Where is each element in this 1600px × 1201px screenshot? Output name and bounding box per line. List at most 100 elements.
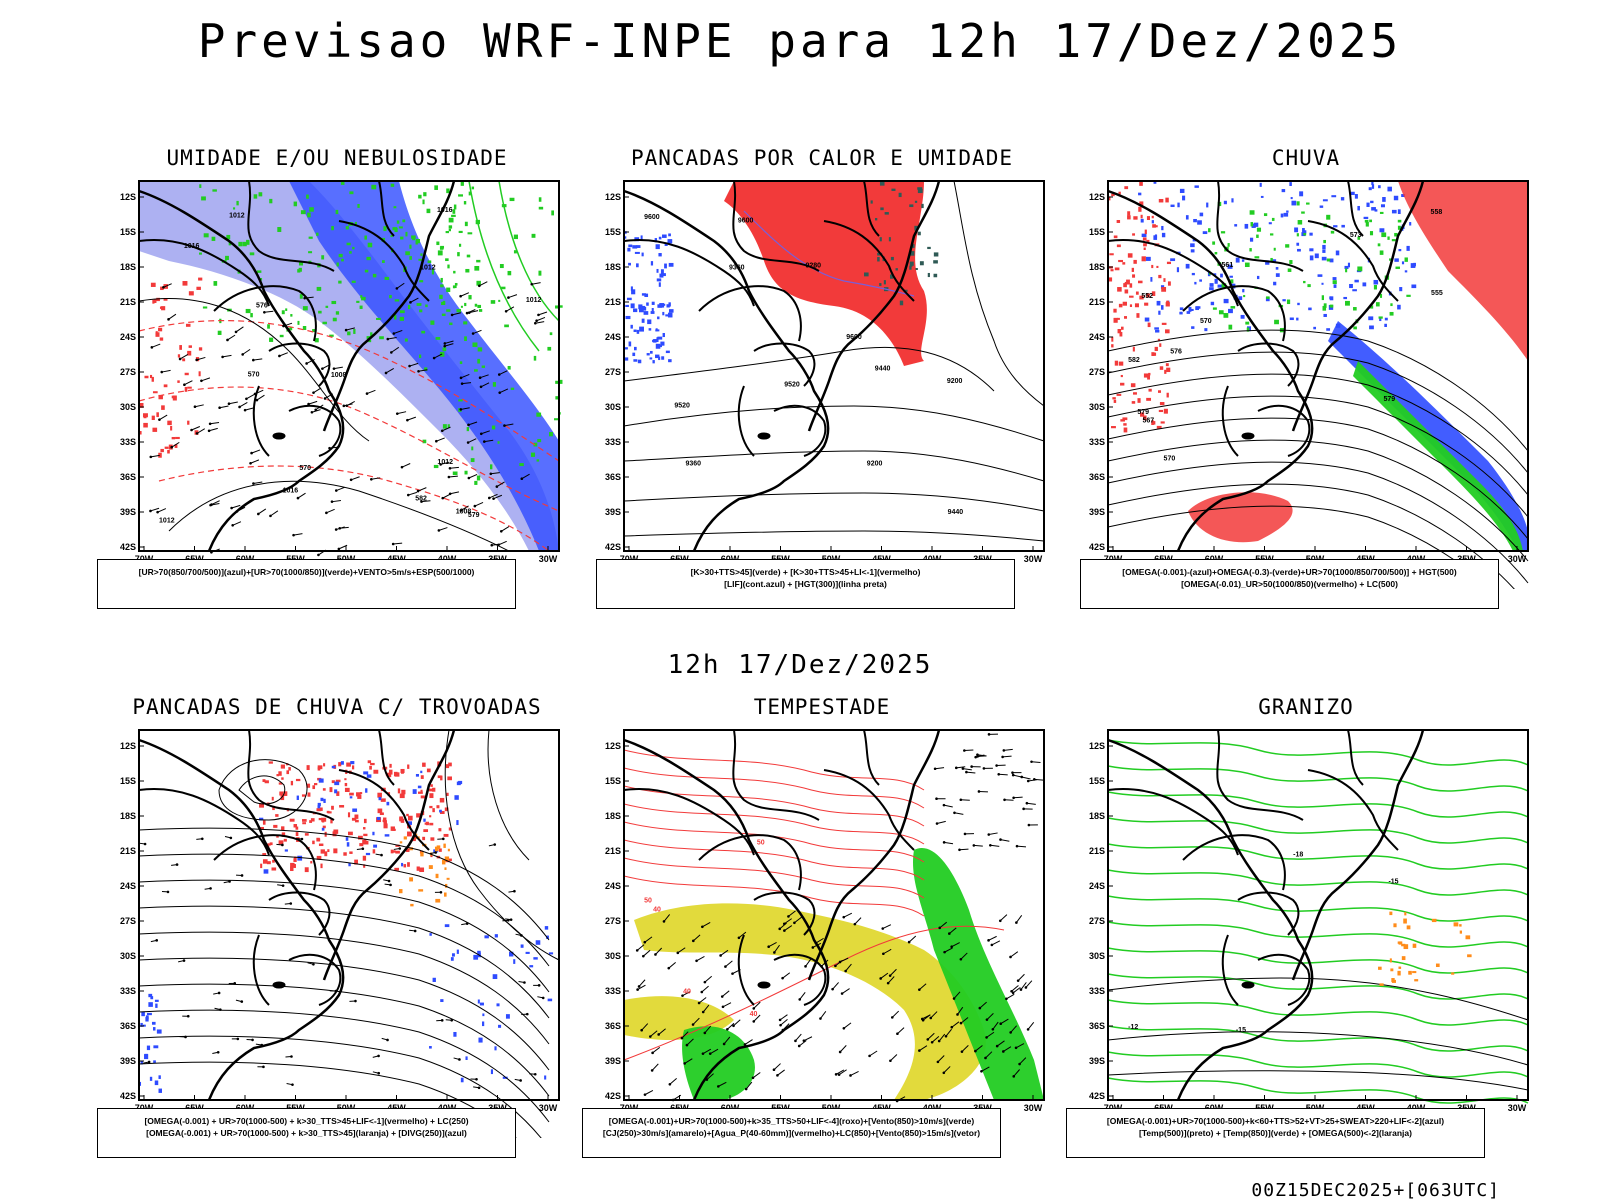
wind-vector-head xyxy=(218,406,221,409)
omega-blue xyxy=(1321,283,1323,285)
legend-line: [LIF](cont.azul) + [HGT(300)](linha pret… xyxy=(597,578,1014,590)
omega-green xyxy=(1327,259,1330,262)
storm-red xyxy=(446,793,448,796)
wind-vector-head xyxy=(208,429,211,432)
wind-vector xyxy=(937,821,946,823)
omega-red xyxy=(1159,199,1164,202)
storm-red xyxy=(370,763,375,765)
omega-blue xyxy=(1351,192,1355,195)
omega-red xyxy=(1166,302,1170,306)
storm-red xyxy=(333,848,337,853)
temp500-contour xyxy=(1108,1071,1528,1090)
storm-red xyxy=(263,820,266,824)
coastline xyxy=(1108,740,1312,1100)
stream-arrow-head xyxy=(312,963,315,966)
humid-low-green xyxy=(352,281,356,283)
wind-vector-head xyxy=(278,355,281,358)
omega-blue xyxy=(1299,191,1303,196)
contour-label: 570 xyxy=(248,372,260,379)
storm-red xyxy=(279,791,283,795)
lat-label: 15S xyxy=(1089,227,1105,237)
country-border xyxy=(254,386,269,456)
omega-red xyxy=(1123,423,1126,425)
omega-red xyxy=(1158,390,1161,393)
wind-vector-head xyxy=(221,356,224,359)
wind-vector-head xyxy=(490,473,493,476)
storm-red xyxy=(363,827,365,829)
humid-low-green xyxy=(365,270,368,273)
wind-vector-head xyxy=(961,1050,964,1053)
legend-line: [OMEGA(-0.01)_UR>50(1000/850)(vermelho) … xyxy=(1081,578,1498,590)
storm-red xyxy=(302,794,306,796)
wind-vector xyxy=(439,528,448,531)
wind-vector-head xyxy=(183,383,186,386)
humid-low-green xyxy=(440,246,444,249)
omega-blue xyxy=(1355,194,1358,199)
humid-low-green xyxy=(416,239,420,243)
humid-low-green xyxy=(214,281,218,286)
temp850-contour xyxy=(1108,870,1528,895)
omega500-orange xyxy=(1404,944,1409,949)
lif-blue xyxy=(656,244,660,249)
humid-low-green xyxy=(420,253,422,255)
storm-red xyxy=(406,814,409,816)
wind-vector-head xyxy=(537,314,540,317)
storm-blue xyxy=(322,828,325,831)
wind-vector xyxy=(1032,762,1041,763)
omega-red xyxy=(1158,275,1161,278)
divergence-blue xyxy=(429,1046,432,1049)
omega-blue xyxy=(1138,193,1141,196)
omega-blue xyxy=(1309,233,1312,236)
lif-blue xyxy=(647,319,651,324)
wind-vector-head xyxy=(252,482,255,485)
thickness-red xyxy=(167,450,170,454)
divergence-blue xyxy=(493,974,498,979)
panel-title: CHUVA xyxy=(1066,146,1546,170)
humid-low-green xyxy=(357,204,359,208)
humid-low-green xyxy=(307,213,311,218)
omega-red xyxy=(1145,230,1147,234)
wind-vector xyxy=(959,849,968,850)
wind-vector-head xyxy=(441,429,444,432)
map-granizo: -12-15-15-1812S15S18S21S24S27S30S33S36S3… xyxy=(1066,723,1546,1138)
wind-vector-head xyxy=(488,497,491,500)
omega-green xyxy=(1289,260,1292,264)
humid-low-green xyxy=(443,347,447,351)
humid-low-green xyxy=(438,250,443,255)
omega-green xyxy=(1274,320,1279,324)
wind-vector-head xyxy=(1015,1046,1018,1049)
wind-vector-head xyxy=(963,749,966,752)
lif-blue xyxy=(655,355,659,358)
wind-vector xyxy=(1013,987,1020,992)
wind-vector-head xyxy=(498,391,501,394)
omega-blue xyxy=(1364,217,1369,219)
humid-low-green xyxy=(409,245,411,249)
omega-green xyxy=(1392,239,1396,241)
wind-vector xyxy=(257,395,265,400)
humid-low-green xyxy=(361,297,366,300)
stream-arrow-head xyxy=(241,874,244,877)
humid-low-green xyxy=(538,271,541,276)
omega-blue xyxy=(1333,277,1337,280)
omega-blue xyxy=(1394,258,1398,261)
temp850-contour xyxy=(1108,766,1528,791)
storm-red xyxy=(262,779,265,782)
wind-vector-head xyxy=(160,371,163,374)
omega-red xyxy=(1165,329,1170,333)
wind-vector-head xyxy=(726,1028,729,1031)
contour-label: 579 xyxy=(468,512,480,519)
omega-green xyxy=(1245,263,1250,267)
lat-label: 15S xyxy=(1089,776,1105,786)
stream-arrow-head xyxy=(389,884,392,887)
lat-label: 39S xyxy=(120,507,136,517)
humid-low-green xyxy=(474,266,479,271)
omega-blue xyxy=(1378,185,1381,188)
streamline xyxy=(139,932,549,1044)
humid-low-green xyxy=(532,234,536,238)
wind-vector-head xyxy=(249,462,252,465)
storm-blue xyxy=(348,863,350,866)
wind-vector-head xyxy=(478,285,481,288)
thickness-red xyxy=(179,345,182,350)
wind-vector-head xyxy=(943,804,946,807)
omega-blue xyxy=(1276,273,1280,277)
